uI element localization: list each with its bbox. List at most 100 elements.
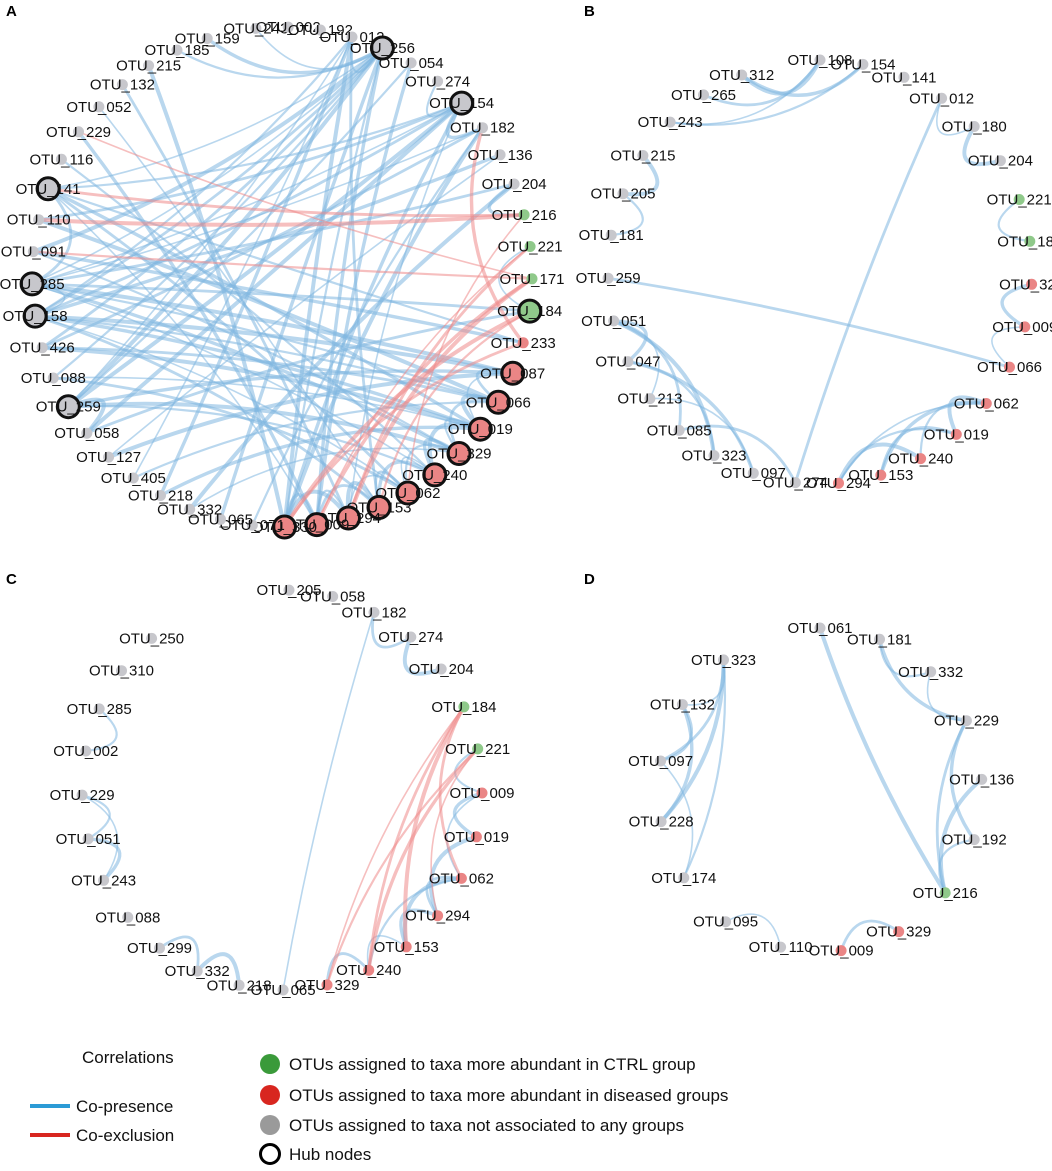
otu-node [405,57,417,69]
co-presence-edge [724,913,782,948]
co-exclusion-edge [32,250,534,280]
otu-node-label: OTU_002 [53,743,118,760]
co-presence-edge [255,27,384,70]
otu-node [127,472,139,484]
otu-node-label: OTU_062 [954,396,1019,413]
otu-node-label: OTU_204 [409,661,474,678]
edge-layer [606,58,1034,486]
co-presence-edge [949,719,976,842]
co-presence-edge [158,35,354,498]
otu-node-label: OTU_058 [300,589,365,606]
co-presence-edge [282,611,375,991]
otu-node-label: OTU_052 [66,99,131,116]
otu-node-label: OTU_240 [888,451,953,468]
otu-node [143,60,155,72]
co-presence-edge [205,36,385,75]
co-presence-edge [349,35,381,509]
otu-node [968,834,980,846]
otu-node [500,360,526,386]
co-exclusion-edge [283,341,525,529]
otu-node-label: OTU_426 [10,340,75,357]
otu-node-label: OTU_012 [909,90,974,107]
co-presence-edge [740,62,865,97]
otu-node-label: OTU_323 [681,448,746,465]
otu-node-label: OTU_229 [50,787,115,804]
otu-node [277,984,289,996]
otu-node-label: OTU_012 [319,29,384,46]
otu-node-label: OTU_185 [144,42,209,59]
otu-node [458,701,470,713]
otu-node [637,150,649,161]
otu-node [718,654,729,666]
otu-node-label: OTU_141 [16,181,81,198]
otu-node-label: OTU_154 [830,56,895,73]
co-presence-edge [926,671,968,722]
otu-node-label: OTU_182 [450,120,515,137]
otu-node [1004,361,1015,373]
co-presence-edge [282,489,351,529]
otu-node [201,33,213,44]
otu-node-label: OTU_265 [671,87,736,104]
legend-correlations-title: Correlations [82,1048,174,1067]
otu-node [470,831,482,843]
co-presence-edge [1000,282,1034,329]
otu-node [446,441,472,466]
otu-node [789,477,801,489]
otu-node [814,622,826,634]
otu-node [272,514,297,540]
panel-letter-a: A [6,3,17,20]
otu-node [655,816,667,828]
co-presence-edge [52,376,482,430]
otu-node [950,428,962,440]
otu-node-label: OTU_108 [787,52,852,69]
co-presence-edge [659,760,694,879]
otu-node-label: OTU_174 [651,870,716,887]
otu-node-label: OTU_192 [942,832,1007,849]
co-presence-edge [47,47,384,190]
otu-node-label: OTU_323 [691,652,756,669]
otu-node [857,58,869,70]
otu-node-label: OTU_285 [67,701,132,718]
otu-node [898,71,910,83]
otu-node [191,965,203,977]
co-exclusion-edge [403,704,466,949]
otu-node-label: OTU_259 [36,399,101,416]
otu-node-label: OTU_218 [128,488,193,505]
otu-node [508,178,520,190]
legend-ctrl-swatch [260,1054,280,1074]
co-presence-edge [936,97,975,136]
otu-node [122,911,134,923]
otu-node-label: OTU_009 [809,943,874,960]
co-presence-edge [315,484,381,526]
otu-node-label: OTU_132 [650,697,715,714]
otu-node-label: OTU_110 [7,212,71,229]
edge-layer [81,611,484,991]
co-presence-edge [36,217,501,405]
otu-node-label: OTU_243 [71,872,136,889]
legend-diseased-swatch [260,1085,280,1105]
otu-node [835,945,847,957]
otu-node [93,101,105,113]
otu-node-label: OTU_216 [492,207,557,224]
otu-node [915,453,927,465]
otu-node-label: OTU_329 [294,977,359,994]
otu-node [432,910,444,922]
otu-node-label: OTU_221 [498,239,563,256]
otu-node-label: OTU_066 [466,394,531,411]
otu-node [73,126,84,138]
otu-node-label: OTU_065 [188,511,253,528]
otu-node [524,241,536,252]
co-presence-edge [621,153,660,197]
co-presence-edge [106,371,515,460]
co-presence-edge [31,249,525,345]
otu-node [602,272,614,284]
otu-node [936,92,948,104]
otu-node-label: OTU_136 [949,771,1014,788]
co-presence-edge [962,124,1003,167]
co-exclusion-edge [36,212,527,227]
otu-node [476,787,488,799]
co-presence-edge [404,443,461,495]
co-exclusion-edge [469,126,525,345]
otu-node-label: OTU_154 [429,95,494,112]
